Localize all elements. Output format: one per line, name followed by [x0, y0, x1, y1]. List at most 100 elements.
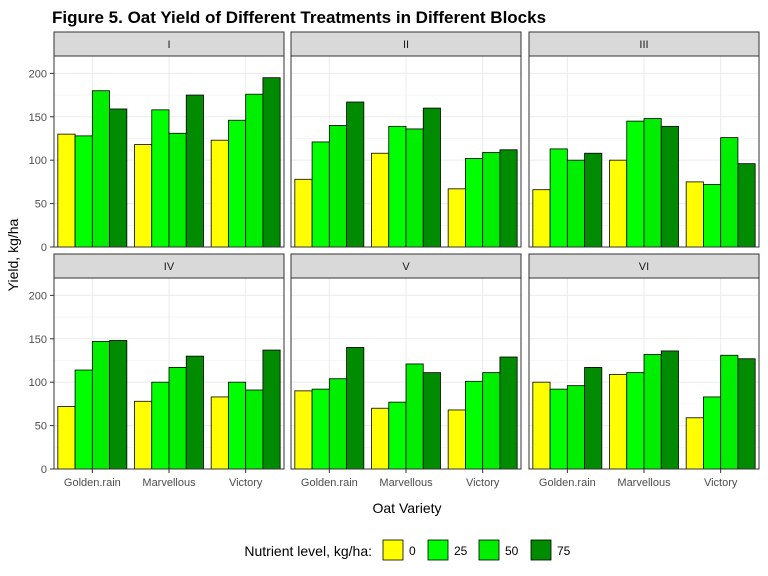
bar-II-Golden.rain-50 — [328, 125, 347, 248]
bar-IV-Victory-75 — [262, 349, 281, 470]
legend-key-75 — [530, 539, 552, 561]
bar-VI-Marvellous-25 — [626, 372, 645, 470]
bar-VI-Golden.rain-50 — [566, 385, 585, 470]
panel-I: I — [53, 31, 285, 248]
panel-VI: VI — [528, 253, 760, 470]
bar-III-Marvellous-0 — [609, 159, 628, 248]
bar-II-Marvellous-50 — [405, 128, 424, 248]
facet-strip-label: V — [402, 261, 410, 273]
bar-IV-Golden.rain-0 — [57, 406, 76, 470]
bar-V-Victory-25 — [465, 380, 484, 470]
x-tick-label: Marvellous — [379, 477, 433, 489]
bar-I-Marvellous-0 — [134, 144, 153, 248]
y-tick-label: 50 — [35, 421, 47, 433]
bar-V-Marvellous-75 — [422, 372, 441, 470]
panel-V: V — [290, 253, 522, 470]
bar-VI-Golden.rain-0 — [532, 381, 551, 470]
bar-II-Marvellous-0 — [371, 152, 390, 248]
panel-IV: IV — [53, 253, 285, 470]
bar-I-Golden.rain-25 — [74, 135, 93, 248]
chart-title: Figure 5. Oat Yield of Different Treatme… — [52, 8, 546, 27]
bar-III-Marvellous-25 — [626, 120, 645, 248]
bar-VI-Marvellous-50 — [643, 353, 662, 470]
bar-I-Victory-0 — [210, 139, 229, 248]
facet-strip-label: I — [167, 39, 170, 51]
bar-IV-Golden.rain-50 — [91, 340, 110, 470]
facet-strip-label: III — [639, 39, 648, 51]
bar-I-Marvellous-25 — [151, 109, 170, 248]
bar-III-Victory-25 — [703, 184, 722, 248]
legend-label-25: 25 — [454, 544, 468, 558]
panel-II: II — [290, 31, 522, 248]
legend-label-0: 0 — [409, 544, 416, 558]
bar-V-Victory-0 — [447, 409, 466, 470]
bar-VI-Golden.rain-75 — [584, 367, 603, 470]
x-tick-label: Marvellous — [617, 477, 671, 489]
y-tick-label: 100 — [29, 155, 47, 167]
bar-I-Golden.rain-75 — [109, 108, 128, 248]
legend-title: Nutrient level, kg/ha: — [244, 543, 372, 559]
y-axes: 0 50 100 150 200 0 50 100 150 200 — [29, 68, 54, 476]
facet-strip-label: IV — [164, 261, 175, 273]
legend: Nutrient level, kg/ha: 0 25 50 75 — [244, 539, 571, 561]
y-tick-label: 0 — [41, 242, 47, 254]
bar-II-Marvellous-75 — [422, 107, 441, 248]
bar-V-Golden.rain-50 — [328, 378, 347, 470]
x-axis-title: Oat Variety — [373, 500, 442, 516]
y-tick-label: 150 — [29, 334, 47, 346]
facet-strip — [528, 253, 760, 279]
bar-V-Golden.rain-25 — [311, 388, 330, 470]
bar-IV-Victory-25 — [228, 381, 247, 470]
bar-III-Golden.rain-0 — [532, 189, 551, 248]
x-tick-label: Golden.rain — [301, 477, 358, 489]
facet-strip — [528, 31, 760, 57]
facet-strip — [53, 31, 285, 57]
bar-II-Golden.rain-75 — [346, 101, 365, 248]
bar-III-Golden.rain-25 — [549, 148, 568, 248]
bar-VI-Victory-0 — [685, 417, 704, 470]
bar-II-Golden.rain-25 — [311, 141, 330, 248]
panel-border — [53, 55, 285, 248]
bar-VI-Victory-50 — [720, 354, 739, 470]
facet-strip-label: VI — [639, 261, 649, 273]
bar-II-Marvellous-25 — [388, 125, 407, 248]
x-tick-label: Golden.rain — [64, 477, 121, 489]
bar-VI-Victory-75 — [737, 358, 756, 470]
bar-IV-Marvellous-25 — [151, 381, 170, 470]
y-tick-label: 200 — [29, 68, 47, 80]
legend-key-50 — [478, 539, 500, 561]
bar-V-Marvellous-0 — [371, 407, 390, 470]
legend-label-75: 75 — [557, 544, 571, 558]
bar-VI-Golden.rain-25 — [549, 388, 568, 470]
legend-key-0 — [382, 539, 404, 561]
panel-border — [528, 55, 760, 248]
bar-I-Victory-25 — [228, 119, 247, 248]
bar-IV-Golden.rain-25 — [74, 369, 93, 470]
bar-III-Golden.rain-50 — [566, 159, 585, 248]
panel-border — [290, 55, 522, 248]
x-tick-label: Golden.rain — [539, 477, 596, 489]
bar-II-Victory-75 — [499, 149, 518, 248]
bar-III-Golden.rain-75 — [584, 152, 603, 248]
y-tick-label: 0 — [41, 464, 47, 476]
bar-I-Golden.rain-0 — [57, 133, 76, 248]
x-axes: Golden.rain Marvellous Victory Golden.rain M… — [64, 469, 738, 489]
bar-III-Marvellous-75 — [660, 125, 679, 248]
bar-II-Victory-50 — [482, 151, 501, 248]
bar-II-Victory-0 — [447, 188, 466, 248]
bar-IV-Marvellous-0 — [134, 400, 153, 470]
bar-VI-Victory-25 — [703, 396, 722, 470]
bar-V-Marvellous-50 — [405, 363, 424, 470]
legend-label-50: 50 — [505, 544, 519, 558]
bar-I-Marvellous-50 — [168, 132, 187, 248]
bar-IV-Victory-50 — [245, 389, 264, 470]
y-tick-label: 100 — [29, 377, 47, 389]
bar-V-Victory-75 — [499, 356, 518, 470]
bar-V-Golden.rain-0 — [294, 390, 313, 470]
facet-strip-label: II — [403, 39, 409, 51]
bar-V-Victory-50 — [482, 372, 501, 470]
y-tick-label: 150 — [29, 112, 47, 124]
bar-III-Marvellous-50 — [643, 118, 662, 248]
bar-I-Victory-50 — [245, 93, 264, 248]
